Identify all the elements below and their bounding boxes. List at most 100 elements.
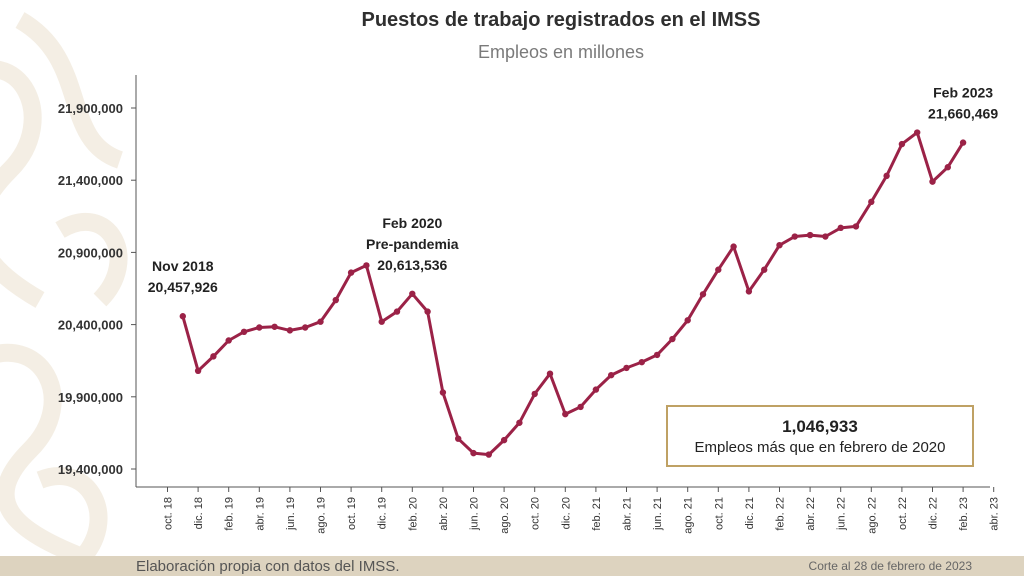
x-tick-label: dic. 21 [744, 497, 756, 529]
annotation-label: Feb 2020 [382, 215, 442, 231]
data-point [761, 266, 768, 273]
data-point [485, 451, 492, 458]
x-tick-label: ago. 20 [499, 497, 511, 534]
chart-subtitle: Empleos en millones [477, 42, 645, 62]
data-point [470, 449, 477, 457]
data-point [806, 231, 814, 239]
data-point [393, 308, 401, 315]
data-point [638, 358, 645, 366]
summary-callout: 1,046,933 Empleos más que en febrero de … [666, 405, 974, 467]
chart-title: Puestos de trabajo registrados en el IMS… [361, 9, 761, 31]
data-point [914, 129, 921, 136]
y-tick-label: 19,900,000 [58, 390, 123, 405]
data-point [240, 328, 248, 336]
data-point [286, 327, 294, 334]
data-point [608, 371, 615, 379]
data-point [715, 266, 722, 273]
data-point [898, 140, 906, 148]
data-point [623, 364, 630, 372]
y-tick-label: 20,400,000 [58, 318, 123, 333]
data-point [225, 337, 232, 344]
y-tick-label: 19,400,000 [58, 462, 123, 477]
annotation-label: Pre-pandemia [366, 236, 459, 252]
data-point [531, 390, 538, 398]
data-point [194, 367, 202, 375]
x-tick-label: ago. 22 [866, 497, 878, 534]
x-tick-label: dic. 18 [193, 497, 205, 529]
x-tick-label: oct. 18 [163, 497, 175, 530]
data-point [500, 436, 508, 444]
x-tick-label: ago. 21 [683, 497, 695, 534]
data-point [791, 233, 798, 240]
annotation-label: Feb 2023 [933, 85, 993, 101]
x-tick-label: ago. 19 [316, 497, 328, 534]
x-tick-label: jun. 22 [836, 497, 848, 531]
callout-text: Empleos más que en febrero de 2020 [694, 439, 946, 456]
annotation-label: 21,660,469 [928, 106, 998, 122]
data-point [944, 164, 951, 171]
x-tick-label: oct. 19 [346, 497, 358, 530]
data-point [822, 233, 829, 240]
data-point [424, 308, 431, 315]
data-point [347, 269, 355, 276]
data-point [868, 198, 875, 206]
data-point [317, 318, 324, 325]
x-tick-label: feb. 21 [591, 497, 603, 531]
data-point [378, 318, 385, 325]
data-point [363, 262, 370, 269]
x-tick-label: abr. 19 [254, 497, 266, 531]
footer-cutoff: Corte al 28 de febrero de 2023 [808, 559, 972, 573]
data-point [516, 419, 523, 426]
data-point [409, 290, 416, 297]
data-point [730, 243, 737, 250]
data-point [929, 178, 936, 185]
data-point [439, 389, 447, 396]
data-point [302, 324, 309, 331]
x-tick-label: feb. 19 [224, 497, 236, 531]
x-tick-label: oct. 22 [897, 497, 909, 530]
data-point [776, 241, 783, 249]
x-tick-label: abr. 23 [989, 497, 1001, 531]
data-point [684, 317, 691, 324]
x-tick-label: jun. 19 [285, 497, 297, 531]
data-point [179, 313, 186, 320]
x-tick-label: feb. 20 [407, 497, 419, 531]
annotation-label: Nov 2018 [152, 258, 214, 274]
x-tick-label: dic. 22 [928, 497, 940, 529]
data-point [883, 172, 890, 180]
x-tick-label: jun. 20 [469, 497, 481, 531]
data-point [210, 353, 217, 360]
series-line [181, 131, 965, 457]
x-tick-label: abr. 21 [622, 497, 634, 531]
data-point [745, 288, 753, 295]
x-tick-label: oct. 20 [530, 497, 542, 530]
data-point [592, 386, 600, 393]
annotation-label: 20,457,926 [148, 279, 218, 295]
callout-value: 1,046,933 [782, 417, 858, 436]
x-tick-label: jun. 21 [652, 497, 664, 531]
data-point [332, 296, 339, 304]
x-tick-label: dic. 20 [560, 497, 572, 529]
data-point [256, 324, 263, 331]
footer-bar: Elaboración propia con datos del IMSS. C… [0, 556, 1024, 576]
x-tick-label: abr. 20 [438, 497, 450, 531]
data-point [837, 224, 844, 232]
data-point [852, 223, 860, 230]
data-point [546, 370, 554, 377]
data-point [577, 403, 584, 411]
line-chart: 19,400,000 19,900,000 20,400,000 20,900,000… [58, 75, 1001, 534]
y-tick-label: 20,900,000 [58, 245, 123, 260]
y-tick-label: 21,400,000 [58, 173, 123, 188]
annotation-label: 20,613,536 [377, 257, 447, 273]
x-tick-label: oct. 21 [713, 497, 725, 530]
data-point [669, 335, 676, 343]
x-tick-label: abr. 22 [805, 497, 817, 531]
data-point [271, 323, 278, 330]
data-point [959, 139, 967, 146]
data-point [455, 435, 462, 442]
y-tick-label: 21,900,000 [58, 101, 123, 116]
data-point [562, 410, 569, 418]
x-tick-label: feb. 23 [958, 497, 970, 531]
x-tick-label: feb. 22 [775, 497, 787, 531]
